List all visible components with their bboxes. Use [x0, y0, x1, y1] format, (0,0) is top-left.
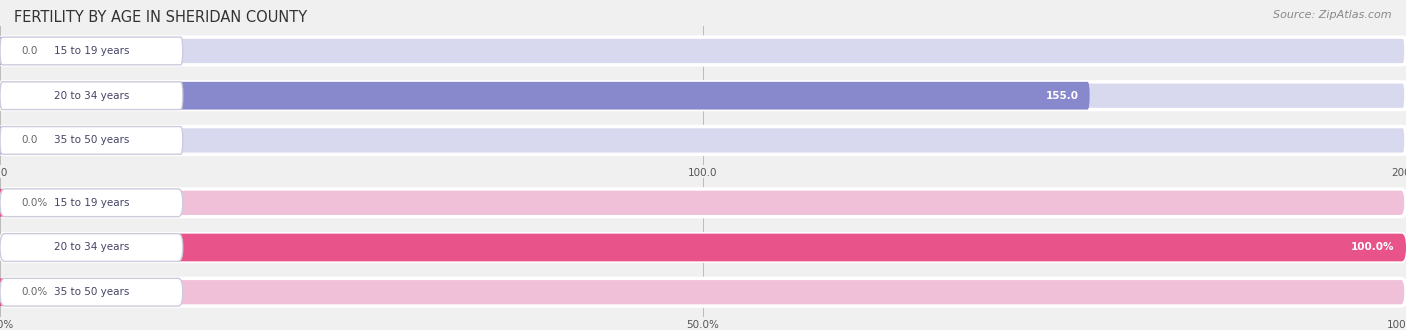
Text: 0.0: 0.0: [21, 135, 38, 146]
FancyBboxPatch shape: [0, 278, 183, 306]
FancyBboxPatch shape: [0, 278, 1406, 306]
FancyBboxPatch shape: [0, 189, 4, 217]
FancyBboxPatch shape: [0, 37, 3, 65]
FancyBboxPatch shape: [0, 189, 1406, 217]
FancyBboxPatch shape: [0, 82, 1090, 110]
FancyBboxPatch shape: [0, 234, 1406, 261]
Text: 0.0: 0.0: [21, 46, 38, 56]
FancyBboxPatch shape: [0, 82, 1406, 110]
Text: 155.0: 155.0: [1046, 91, 1078, 101]
FancyBboxPatch shape: [0, 37, 1406, 65]
FancyBboxPatch shape: [0, 234, 183, 261]
Text: 15 to 19 years: 15 to 19 years: [53, 198, 129, 208]
FancyBboxPatch shape: [0, 189, 183, 217]
FancyBboxPatch shape: [0, 126, 183, 154]
Text: 15 to 19 years: 15 to 19 years: [53, 46, 129, 56]
FancyBboxPatch shape: [0, 37, 183, 65]
Text: 100.0%: 100.0%: [1351, 243, 1395, 252]
FancyBboxPatch shape: [0, 82, 183, 110]
FancyBboxPatch shape: [0, 126, 3, 154]
Text: 0.0%: 0.0%: [21, 198, 48, 208]
Text: 20 to 34 years: 20 to 34 years: [53, 91, 129, 101]
Text: 20 to 34 years: 20 to 34 years: [53, 243, 129, 252]
Text: Source: ZipAtlas.com: Source: ZipAtlas.com: [1274, 10, 1392, 20]
Text: 0.0%: 0.0%: [21, 287, 48, 297]
Text: 35 to 50 years: 35 to 50 years: [53, 287, 129, 297]
FancyBboxPatch shape: [0, 278, 4, 306]
Text: 35 to 50 years: 35 to 50 years: [53, 135, 129, 146]
FancyBboxPatch shape: [0, 234, 1406, 261]
FancyBboxPatch shape: [0, 126, 1406, 154]
Text: FERTILITY BY AGE IN SHERIDAN COUNTY: FERTILITY BY AGE IN SHERIDAN COUNTY: [14, 10, 307, 25]
